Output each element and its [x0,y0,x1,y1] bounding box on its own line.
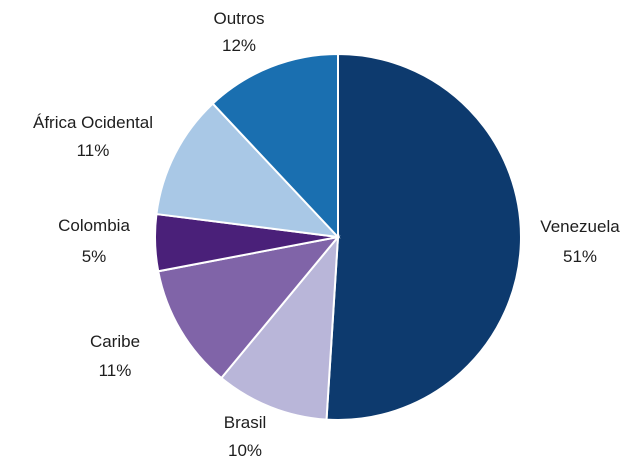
pie-slice-brasil [219,233,340,421]
slice-label-brasil: Brasil [224,413,267,432]
slice-pct-africa-ocidental: 11% [77,141,110,160]
pie-slice-outros [211,52,339,240]
slice-label-colombia: Colombia [58,216,130,235]
slice-label-caribe: Caribe [90,332,140,351]
slice-pct-venezuela: 51% [563,247,597,266]
pie-slice-venezuela [325,52,522,421]
pie-slices [154,52,522,421]
pie-slice-africa-ocidental [155,102,341,239]
slice-label-venezuela: Venezuela [540,217,620,236]
slice-label-africa-ocidental: África Ocidental [33,113,153,132]
slice-pct-outros: 12% [222,36,256,55]
slice-pct-caribe: 11% [99,361,132,380]
slice-pct-colombia: 5% [82,247,107,266]
pie-slice-caribe [157,235,341,380]
slice-label-outros: Outros [213,9,264,28]
slice-pct-brasil: 10% [228,441,262,460]
